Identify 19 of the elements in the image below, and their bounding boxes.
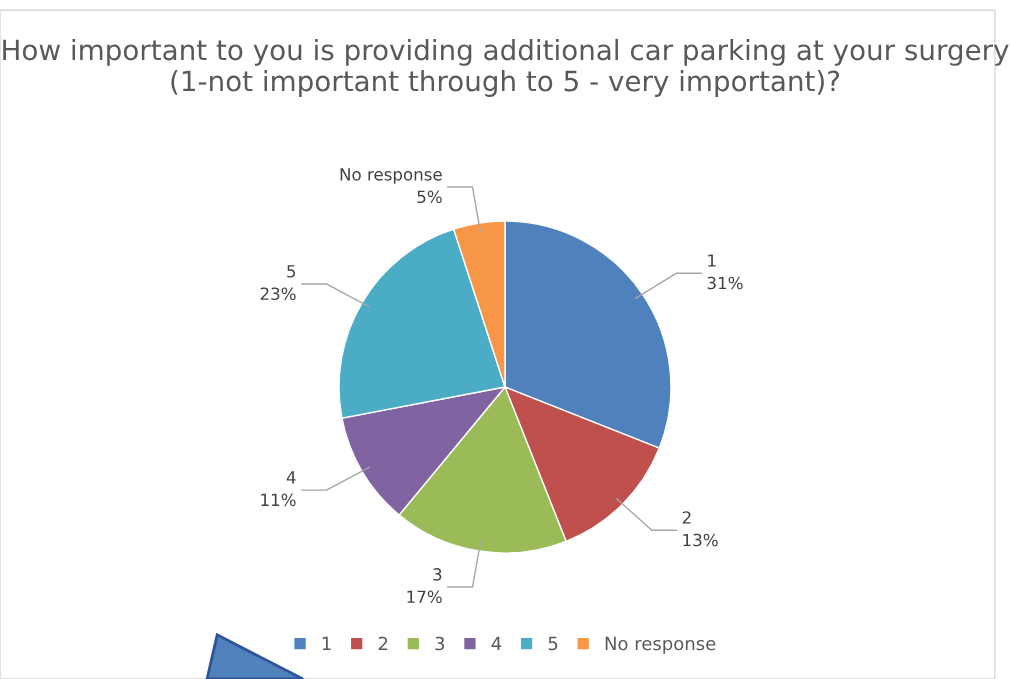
data-label: 13%: [683, 533, 718, 547]
slice-label: 5: [287, 265, 296, 278]
legend-label: 4: [491, 636, 502, 651]
slice-label: 1: [708, 254, 716, 267]
slice-label: 4: [286, 471, 296, 484]
slice-label: No response: [340, 168, 442, 184]
slice-label: 2: [682, 511, 691, 524]
legend-label: No response: [605, 636, 716, 654]
data-label: 17%: [407, 590, 442, 604]
data-label: 31%: [707, 276, 743, 290]
chart-title: How important to you is providing additional car parking at your surgery (1-not important through to 5 - very important)?: [3, 38, 1009, 97]
data-label: 11%: [261, 493, 296, 507]
slice-label: 3: [433, 568, 442, 581]
data-label: 23%: [260, 287, 296, 301]
legend-label: 1: [322, 636, 331, 651]
legend-label: 3: [435, 636, 445, 651]
data-label: 5%: [417, 190, 442, 204]
legend-label: 5: [548, 636, 558, 651]
legend-label: 2: [378, 636, 388, 651]
